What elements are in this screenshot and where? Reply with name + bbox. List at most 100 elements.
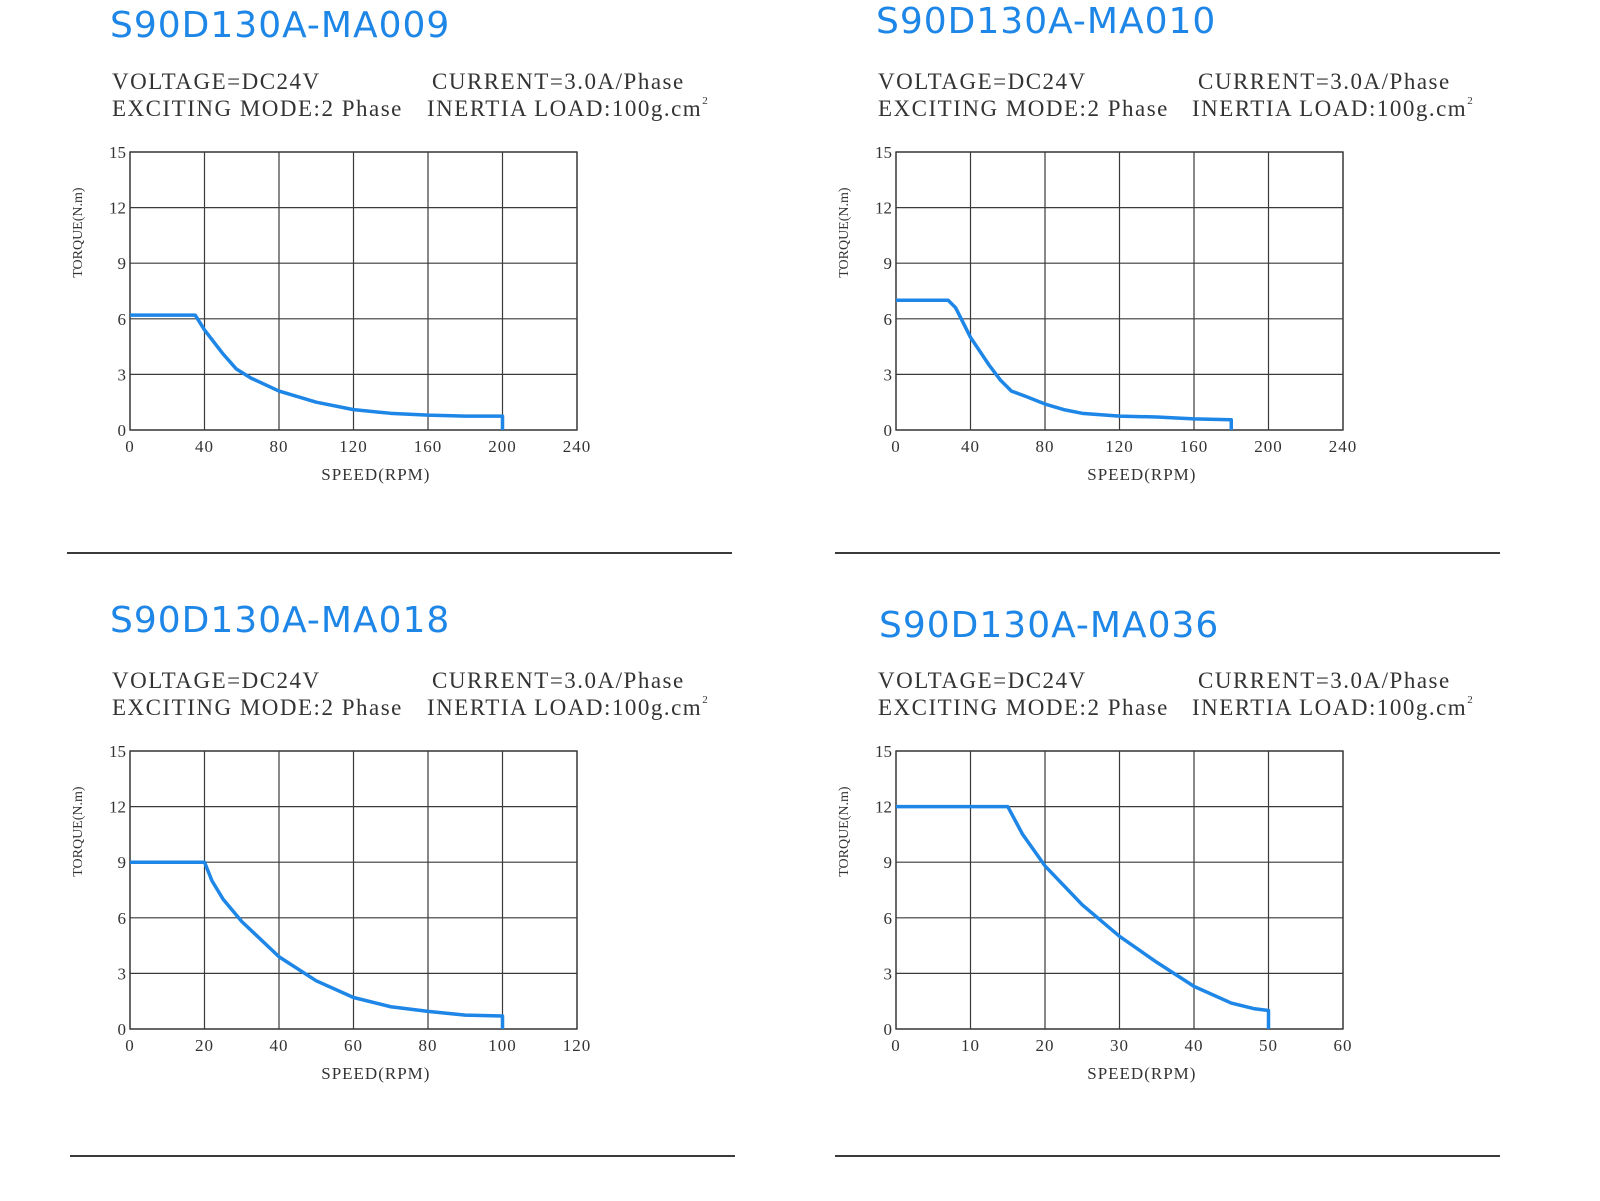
spec-current: CURRENT=3.0A/Phase	[432, 69, 685, 94]
spec-inertia-text: INERTIA LOAD:100g.cm	[1192, 96, 1468, 121]
y-tick-label: 15	[109, 143, 126, 162]
spec-current: CURRENT=3.0A/Phase	[1198, 668, 1451, 693]
chart-title: S90D130A-MA036	[879, 605, 1220, 646]
torque-curve	[896, 298, 1233, 430]
x-tick-label: 80	[419, 1036, 438, 1055]
spec-inertia-superscript: 2	[702, 95, 708, 107]
plot-frame	[129, 750, 578, 1030]
x-tick-label: 0	[125, 437, 135, 456]
y-axis-label: TORQUE(N.m)	[837, 786, 852, 877]
y-tick-label: 6	[884, 310, 893, 329]
x-tick-label: 40	[195, 437, 214, 456]
y-tick-label: 15	[875, 742, 892, 761]
chart-title: S90D130A-MA010	[876, 1, 1217, 42]
x-tick-label: 30	[1110, 1036, 1129, 1055]
spec-inertia-text: INERTIA LOAD:100g.cm	[427, 695, 703, 720]
chart-panel: S90D130A-MA010 VOLTAGE=DC24V CURRENT=3.0…	[876, 1, 1576, 581]
y-tick-label: 12	[875, 199, 892, 218]
x-tick-label: 240	[1329, 437, 1358, 456]
y-tick-label: 12	[109, 199, 126, 218]
x-axis-label: SPEED(RPM)	[321, 1064, 430, 1083]
section-divider	[835, 1155, 1500, 1157]
x-tick-label: 120	[1105, 437, 1134, 456]
x-tick-label: 60	[1334, 1036, 1353, 1055]
torque-speed-chart: 0 10 20 30 40 50 60 0 3 6 9 12 15 SPEED(RPM) TORQUE(N.…	[837, 742, 1353, 1083]
spec-mode: EXCITING MODE:2 Phase	[112, 96, 403, 121]
section-divider	[67, 552, 732, 554]
x-axis-label: SPEED(RPM)	[321, 465, 430, 484]
x-tick-label: 240	[563, 437, 592, 456]
y-tick-label: 12	[109, 798, 126, 817]
torque-speed-chart: 0 40 80 120 160 200 240 0 3 6 9 12 15 SPEED(RPM) TORQU…	[837, 143, 1358, 484]
spec-inertia: INERTIA LOAD:100g.cm2	[1192, 694, 1473, 721]
y-axis-label: TORQUE(N.m)	[71, 786, 86, 877]
spec-mode: EXCITING MODE:2 Phase	[112, 695, 403, 720]
spec-inertia: INERTIA LOAD:100g.cm2	[1192, 95, 1473, 122]
torque-speed-chart: 0 40 80 120 160 200 240 0 3 6 9 12 15 SPEED(RPM) TORQU…	[71, 143, 592, 484]
x-tick-label: 10	[961, 1036, 980, 1055]
spec-inertia: INERTIA LOAD:100g.cm2	[427, 694, 708, 721]
spec-voltage: VOLTAGE=DC24V	[112, 668, 321, 693]
y-tick-label: 9	[884, 254, 893, 273]
x-tick-label: 0	[125, 1036, 135, 1055]
spec-voltage: VOLTAGE=DC24V	[878, 69, 1087, 94]
x-tick-label: 20	[195, 1036, 214, 1055]
y-tick-label: 15	[109, 742, 126, 761]
y-tick-label: 12	[875, 798, 892, 817]
x-tick-label: 200	[488, 437, 517, 456]
y-tick-label: 9	[884, 853, 893, 872]
x-tick-label: 40	[270, 1036, 289, 1055]
x-tick-label: 160	[1180, 437, 1209, 456]
chart-panel: S90D130A-MA009 VOLTAGE=DC24V CURRENT=3.0…	[110, 5, 810, 585]
y-tick-label: 0	[884, 421, 893, 440]
spec-inertia-text: INERTIA LOAD:100g.cm	[1192, 695, 1468, 720]
spec-inertia-superscript: 2	[702, 694, 708, 706]
y-tick-label: 15	[875, 143, 892, 162]
chart-panel: S90D130A-MA018 VOLTAGE=DC24V CURRENT=3.0…	[110, 600, 810, 1180]
spec-inertia-superscript: 2	[1467, 694, 1473, 706]
spec-voltage: VOLTAGE=DC24V	[878, 668, 1087, 693]
x-tick-label: 120	[339, 437, 368, 456]
section-divider	[70, 1155, 735, 1157]
y-tick-label: 6	[118, 310, 127, 329]
y-tick-label: 3	[118, 964, 127, 983]
spec-inertia-superscript: 2	[1467, 95, 1473, 107]
spec-voltage: VOLTAGE=DC24V	[112, 69, 321, 94]
x-tick-label: 0	[891, 1036, 901, 1055]
y-tick-label: 3	[118, 365, 127, 384]
spec-mode: EXCITING MODE:2 Phase	[878, 96, 1169, 121]
spec-mode: EXCITING MODE:2 Phase	[878, 695, 1169, 720]
y-tick-label: 3	[884, 365, 893, 384]
y-tick-label: 0	[118, 421, 127, 440]
chart-title: S90D130A-MA018	[110, 600, 451, 641]
torque-curve	[130, 860, 505, 1029]
x-tick-label: 120	[563, 1036, 592, 1055]
y-tick-label: 9	[118, 853, 127, 872]
spec-inertia: INERTIA LOAD:100g.cm2	[427, 95, 708, 122]
chart-panel: S90D130A-MA036 VOLTAGE=DC24V CURRENT=3.0…	[878, 605, 1579, 1185]
y-tick-label: 3	[884, 964, 893, 983]
x-tick-label: 20	[1036, 1036, 1055, 1055]
y-axis-label: TORQUE(N.m)	[837, 187, 852, 278]
x-tick-label: 40	[961, 437, 980, 456]
torque-curve	[896, 804, 1271, 1029]
y-tick-label: 6	[884, 909, 893, 928]
spec-current: CURRENT=3.0A/Phase	[1198, 69, 1451, 94]
x-tick-label: 50	[1259, 1036, 1278, 1055]
spec-current: CURRENT=3.0A/Phase	[432, 668, 685, 693]
x-tick-label: 0	[891, 437, 901, 456]
y-tick-label: 9	[118, 254, 127, 273]
y-tick-label: 0	[884, 1020, 893, 1039]
x-tick-label: 200	[1254, 437, 1283, 456]
y-tick-label: 0	[118, 1020, 127, 1039]
x-axis-label: SPEED(RPM)	[1087, 1064, 1196, 1083]
chart-title: S90D130A-MA009	[110, 5, 451, 46]
torque-curve	[130, 313, 505, 430]
x-tick-label: 80	[270, 437, 289, 456]
y-axis-label: TORQUE(N.m)	[71, 187, 86, 278]
y-tick-label: 6	[118, 909, 127, 928]
section-divider	[835, 552, 1500, 554]
x-tick-label: 40	[1185, 1036, 1204, 1055]
x-tick-label: 60	[344, 1036, 363, 1055]
x-axis-label: SPEED(RPM)	[1087, 465, 1196, 484]
